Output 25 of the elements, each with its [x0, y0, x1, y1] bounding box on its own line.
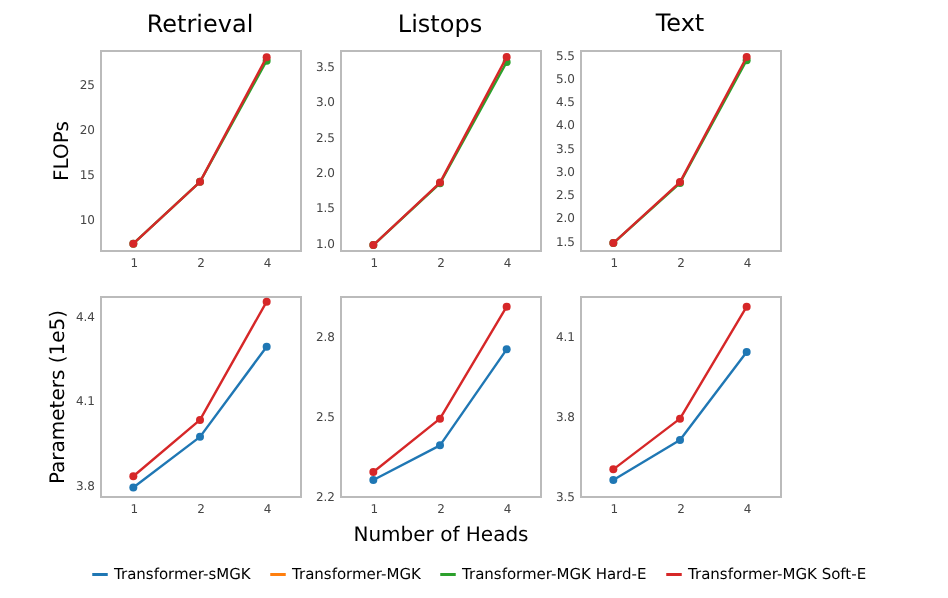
point [369, 476, 378, 484]
point [742, 302, 751, 311]
point [676, 436, 684, 444]
point [502, 302, 511, 311]
x-axis-title: Number of Heads [353, 525, 529, 547]
point [676, 414, 684, 423]
point [609, 476, 618, 484]
point [196, 415, 204, 424]
y-axis-title: FLOPs [51, 121, 74, 181]
point [502, 345, 511, 354]
chart-title: Retrieval [146, 10, 254, 38]
point [129, 472, 138, 481]
point [436, 414, 444, 423]
point [742, 348, 751, 356]
point [502, 53, 511, 62]
chart-title: Listops [397, 10, 483, 38]
point [369, 468, 378, 476]
point [129, 483, 138, 492]
point [196, 432, 204, 441]
point [609, 465, 618, 474]
y-axis-title: Parameters (1e5) [47, 309, 70, 485]
point [262, 342, 271, 351]
chart-title: Text [653, 8, 705, 37]
point [262, 297, 271, 306]
point [436, 441, 444, 450]
